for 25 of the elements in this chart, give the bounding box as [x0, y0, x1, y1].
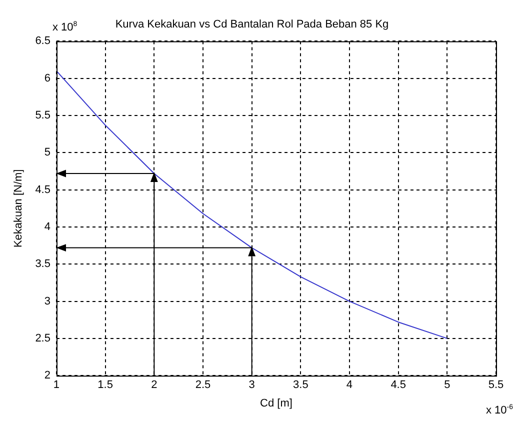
y-tick-label: 2: [44, 370, 50, 382]
y-tick-label: 4.5: [35, 184, 50, 196]
x-tick-label: 4.5: [390, 379, 406, 392]
x-tick-label: 2: [151, 379, 158, 392]
y-tick-label: 6.5: [35, 35, 50, 48]
x-tick-label: 3.5: [293, 379, 308, 392]
x-tick-label: 3: [248, 379, 255, 392]
x-tick-label: 1: [53, 379, 60, 392]
x-axis-title: Cd [m]: [260, 397, 292, 410]
y-tick-label: 4: [44, 221, 50, 234]
x-tick-label: 2.5: [195, 379, 211, 392]
chart-title: Kurva Kekakuan vs Cd Bantalan Rol Pada Beban 85 Kg: [115, 18, 389, 31]
y-tick-label: 2.5: [35, 332, 50, 344]
y-tick-label: 5: [44, 146, 50, 159]
x-tick-label: 5: [444, 379, 450, 392]
text: x 10$^{-6}$: [486, 404, 514, 416]
y-tick-label: 3: [44, 295, 50, 308]
y-tick-label: 3.5: [35, 258, 50, 270]
y-axis-title: Kekakuan [N/m]: [12, 169, 25, 248]
y-tick-label: 6: [44, 72, 50, 84]
text: x 10$^{8}$: [52, 21, 78, 34]
x-tick-label: 4: [346, 379, 353, 392]
y-tick-label: 5.5: [35, 110, 50, 122]
x-tick-label: 5.5: [488, 379, 504, 392]
x-tick-label: 1.5: [98, 379, 113, 392]
